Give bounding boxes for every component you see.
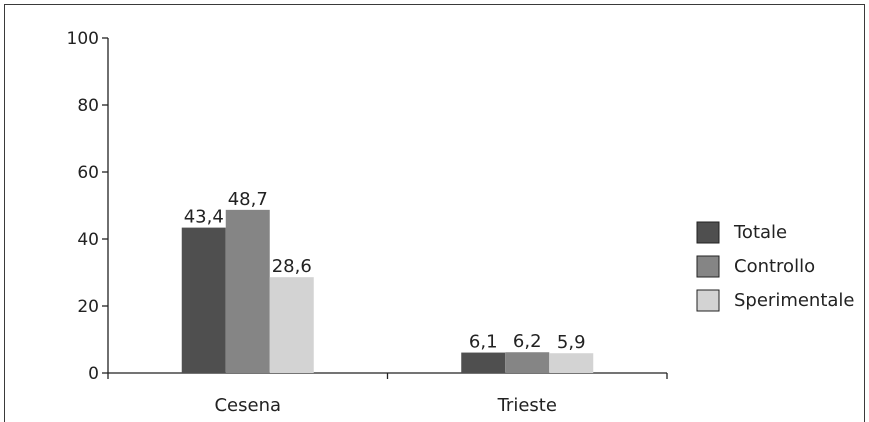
legend-swatch-controllo <box>696 255 720 278</box>
legend-swatch-totale <box>696 221 720 244</box>
data-label: 43,4 <box>184 207 224 228</box>
bar-totale-trieste <box>461 352 506 373</box>
legend-label: Controllo <box>734 256 815 277</box>
y-tick-label: 0 <box>88 364 99 384</box>
y-tick-label: 80 <box>77 96 99 116</box>
data-label: 28,6 <box>272 256 312 277</box>
data-label: 5,9 <box>557 332 586 353</box>
y-tick-label: 60 <box>77 163 99 183</box>
legend-swatch-sperimentale <box>696 289 720 312</box>
y-tick-label: 100 <box>67 29 99 49</box>
bar-controllo-cesena <box>225 209 270 373</box>
data-label: 48,7 <box>228 189 268 210</box>
y-tick-label: 20 <box>77 297 99 317</box>
bar-totale-cesena <box>181 227 226 373</box>
data-label: 6,1 <box>469 332 498 353</box>
data-label: 6,2 <box>513 331 542 352</box>
bar-sperimentale-cesena <box>269 277 314 373</box>
x-category-label: Trieste <box>497 395 557 416</box>
y-tick-label: 40 <box>77 230 99 250</box>
legend-label: Sperimentale <box>734 290 855 311</box>
bar-sperimentale-trieste <box>549 353 594 373</box>
legend-label: Totale <box>733 222 787 243</box>
chart-frame <box>4 4 865 422</box>
bar-controllo-trieste <box>505 352 550 373</box>
x-category-label: Cesena <box>214 395 281 416</box>
